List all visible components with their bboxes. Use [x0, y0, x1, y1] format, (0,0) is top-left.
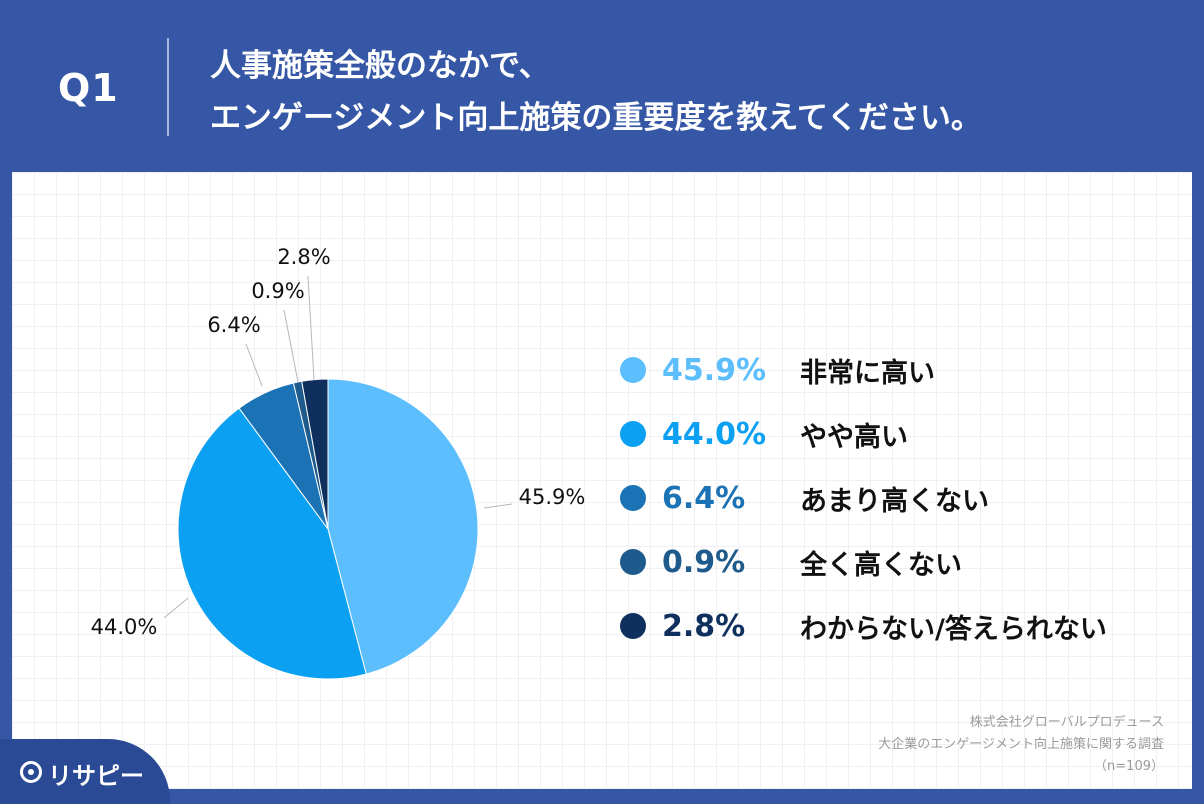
- leader-line-3: [245, 343, 263, 387]
- leader-line-1: [483, 503, 513, 509]
- source-note: 株式会社グローバルプロデュース 大企業のエンゲージメント向上施策に関する調査 （…: [878, 712, 1164, 778]
- legend-swatch: [620, 549, 646, 575]
- source-company: 株式会社グローバルプロデュース: [969, 715, 1164, 730]
- legend-percent: 2.8%: [662, 608, 746, 644]
- header: Q1 人事施策全般のなかで、 エンゲージメント向上施策の重要度を教えてください。: [0, 0, 1204, 172]
- legend-swatch: [620, 421, 646, 447]
- data-label-4: 0.9%: [251, 279, 304, 303]
- data-label-1: 45.9%: [519, 485, 586, 509]
- legend-label: 全く高くない: [800, 549, 962, 581]
- data-label-5: 2.8%: [277, 245, 330, 269]
- data-label-2: 44.0%: [91, 615, 158, 639]
- legend: 45.9% 非常に高い 44.0% やや高い 6.4% あまり高くない 0.9% 全く高くない…: [620, 338, 1180, 658]
- logo-text: リサピー: [48, 762, 144, 790]
- question-number: Q1: [58, 66, 119, 110]
- legend-label: わからない/答えられない: [800, 613, 1107, 645]
- leader-line-4: [283, 309, 299, 383]
- pie-chart: 45.9% 44.0% 6.4% 0.9% 2.8%: [91, 245, 586, 680]
- chart-panel: 45.9% 44.0% 6.4% 0.9% 2.8% 45.9% 非常に高い 44.0% やや…: [12, 172, 1192, 789]
- pie-slice-5: [301, 378, 329, 530]
- question-title-line-1: 人事施策全般のなかで、: [210, 48, 550, 84]
- data-label-3: 6.4%: [207, 313, 260, 337]
- source-survey: 大企業のエンゲージメント向上施策に関する調査: [878, 737, 1164, 752]
- legend-percent: 44.0%: [662, 416, 767, 452]
- legend-item-5: 2.8% わからない/答えられない: [620, 594, 1180, 658]
- leader-line-2: [163, 597, 189, 619]
- legend-label: やや高い: [800, 421, 908, 453]
- brand-logo: リサピー: [0, 739, 170, 804]
- leader-line-5: [307, 275, 315, 381]
- logo-icon: [20, 761, 42, 783]
- legend-swatch: [620, 485, 646, 511]
- legend-percent: 6.4%: [662, 480, 746, 516]
- legend-percent: 0.9%: [662, 544, 746, 580]
- legend-item-2: 44.0% やや高い: [620, 402, 1180, 466]
- question-title: 人事施策全般のなかで、 エンゲージメント向上施策の重要度を教えてください。: [210, 40, 1170, 144]
- header-divider: [167, 38, 169, 136]
- legend-label: 非常に高い: [800, 357, 935, 389]
- legend-swatch: [620, 613, 646, 639]
- legend-percent: 45.9%: [662, 352, 767, 388]
- legend-label: あまり高くない: [800, 485, 989, 517]
- pie-slice-2: [177, 407, 367, 680]
- legend-item-1: 45.9% 非常に高い: [620, 338, 1180, 402]
- legend-swatch: [620, 357, 646, 383]
- pie-slice-1: [327, 378, 479, 675]
- question-title-line-2: エンゲージメント向上施策の重要度を教えてください。: [210, 100, 982, 136]
- legend-item-4: 0.9% 全く高くない: [620, 530, 1180, 594]
- source-sample-size: （n=109）: [1094, 759, 1164, 774]
- legend-item-3: 6.4% あまり高くない: [620, 466, 1180, 530]
